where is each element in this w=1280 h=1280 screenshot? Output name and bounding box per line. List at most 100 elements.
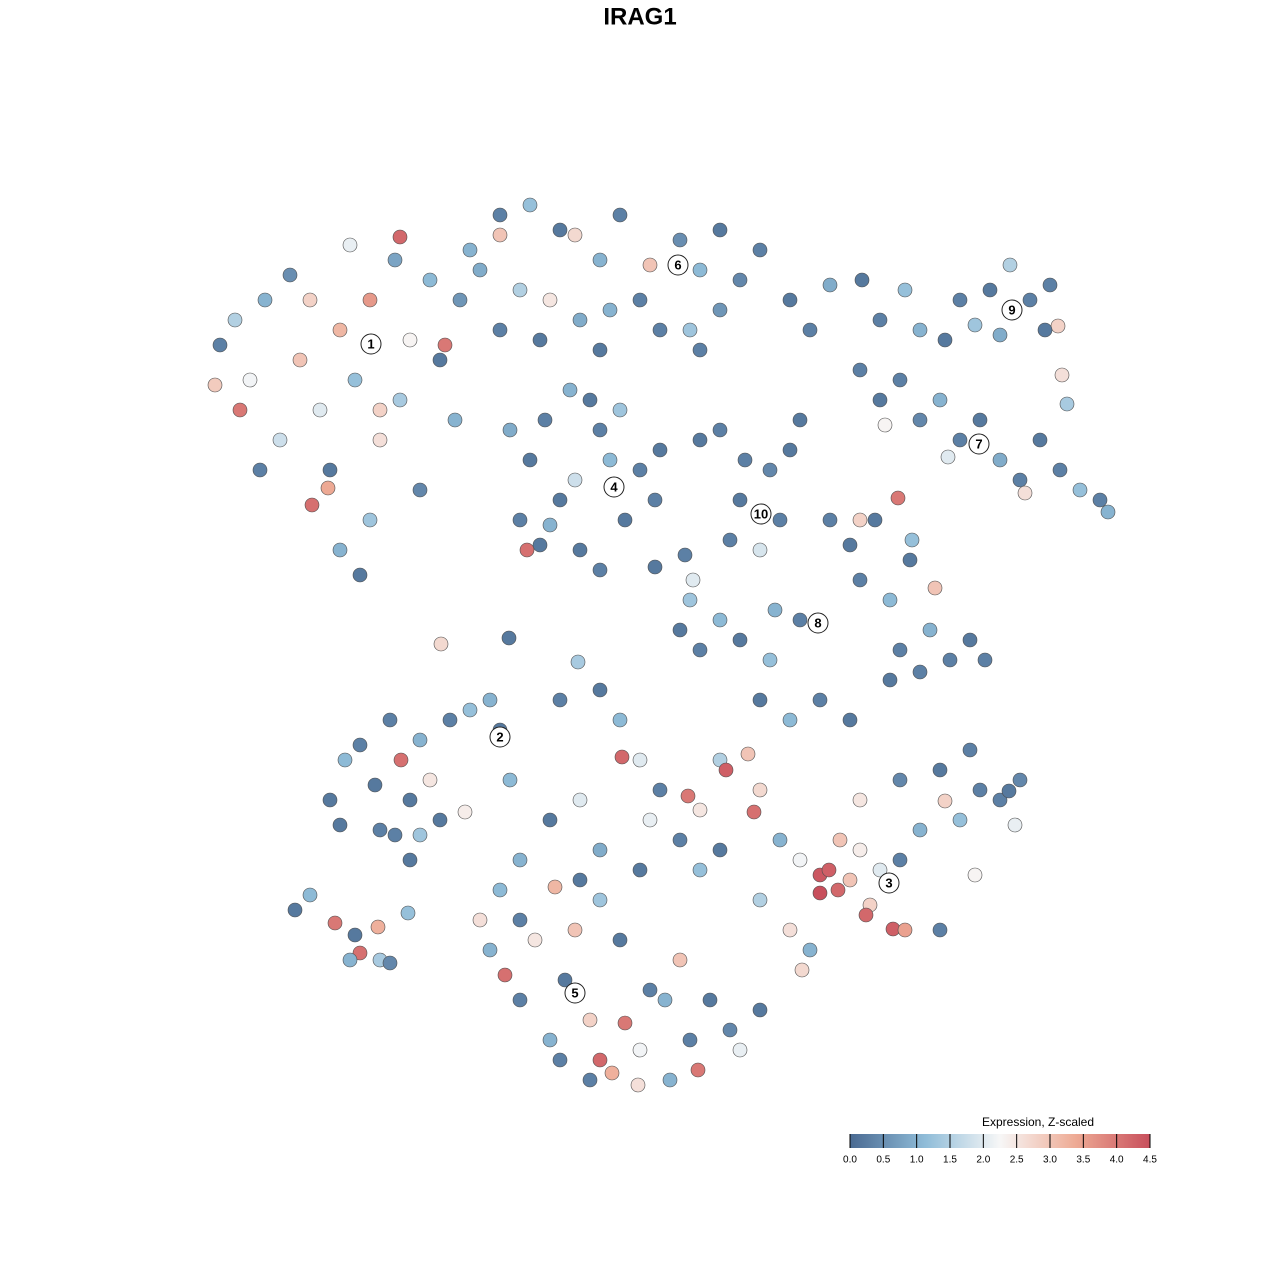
cluster-label: 4 bbox=[603, 476, 625, 498]
cluster-label-bg bbox=[489, 726, 511, 748]
cell-point bbox=[1032, 432, 1048, 448]
cell-point bbox=[492, 322, 508, 338]
cell-point bbox=[412, 482, 428, 498]
cell-point bbox=[867, 512, 883, 528]
cell-point bbox=[762, 462, 778, 478]
cluster-label-text: 4 bbox=[610, 479, 618, 494]
cell-point bbox=[892, 642, 908, 658]
cell-point bbox=[292, 352, 308, 368]
cell-point bbox=[792, 612, 808, 628]
cluster-label-bg bbox=[603, 476, 625, 498]
cell-point bbox=[830, 882, 846, 898]
cluster-label-text: 10 bbox=[754, 506, 768, 521]
cell-point bbox=[1007, 817, 1023, 833]
colorbar-tick-label: 3.5 bbox=[1076, 1155, 1090, 1166]
cluster-label-bg bbox=[878, 872, 900, 894]
cell-point bbox=[690, 1062, 706, 1078]
cell-point bbox=[992, 452, 1008, 468]
cluster-label-text: 5 bbox=[571, 985, 578, 1000]
cell-point bbox=[752, 692, 768, 708]
cell-point bbox=[362, 292, 378, 308]
cell-point bbox=[812, 692, 828, 708]
cell-point bbox=[552, 692, 568, 708]
cell-point bbox=[802, 942, 818, 958]
cell-point bbox=[858, 907, 874, 923]
cell-point bbox=[1054, 367, 1070, 383]
cell-point bbox=[347, 372, 363, 388]
cluster-label: 6 bbox=[667, 254, 689, 276]
cell-point bbox=[772, 512, 788, 528]
cell-point bbox=[602, 452, 618, 468]
cell-point bbox=[897, 282, 913, 298]
cell-point bbox=[952, 812, 968, 828]
cell-point bbox=[612, 712, 628, 728]
cell-point bbox=[632, 1042, 648, 1058]
colorbar-tick-label: 2.0 bbox=[976, 1155, 990, 1166]
cell-point bbox=[677, 547, 693, 563]
cell-point bbox=[1052, 462, 1068, 478]
cell-point bbox=[367, 777, 383, 793]
cluster-label-text: 7 bbox=[975, 436, 982, 451]
cell-point bbox=[227, 312, 243, 328]
cell-point bbox=[617, 512, 633, 528]
cell-point bbox=[927, 580, 943, 596]
cell-point bbox=[662, 1072, 678, 1088]
colorbar-tick-label: 1.5 bbox=[943, 1155, 957, 1166]
cell-point bbox=[212, 337, 228, 353]
cluster-label: 1 bbox=[360, 333, 382, 355]
cell-point bbox=[852, 512, 868, 528]
cell-point bbox=[632, 862, 648, 878]
cell-point bbox=[572, 542, 588, 558]
cluster-label: 9 bbox=[1001, 299, 1023, 321]
cell-point bbox=[412, 827, 428, 843]
cell-point bbox=[632, 462, 648, 478]
cell-point bbox=[442, 712, 458, 728]
cell-point bbox=[570, 654, 586, 670]
cell-point bbox=[497, 967, 513, 983]
cell-point bbox=[942, 652, 958, 668]
cell-point bbox=[567, 227, 583, 243]
cell-point bbox=[642, 257, 658, 273]
cell-point bbox=[372, 822, 388, 838]
cell-point bbox=[767, 602, 783, 618]
cell-point bbox=[582, 1012, 598, 1028]
colorbar-title: Expression, Z-scaled bbox=[982, 1115, 1094, 1129]
cell-point bbox=[432, 352, 448, 368]
cell-point bbox=[922, 622, 938, 638]
cell-point bbox=[782, 712, 798, 728]
cell-point bbox=[207, 377, 223, 393]
cell-point bbox=[604, 1065, 620, 1081]
cell-point bbox=[737, 452, 753, 468]
cell-point bbox=[302, 887, 318, 903]
cell-point bbox=[732, 632, 748, 648]
cluster-label: 8 bbox=[807, 612, 829, 634]
cell-point bbox=[722, 1022, 738, 1038]
cell-point bbox=[902, 552, 918, 568]
cell-point bbox=[532, 332, 548, 348]
cell-point bbox=[782, 292, 798, 308]
cell-point bbox=[304, 497, 320, 513]
cluster-label-text: 3 bbox=[885, 875, 892, 890]
cell-point bbox=[312, 402, 328, 418]
cell-point bbox=[712, 612, 728, 628]
cell-point bbox=[542, 517, 558, 533]
cell-point bbox=[287, 902, 303, 918]
cell-point bbox=[854, 272, 870, 288]
cell-point bbox=[882, 592, 898, 608]
cell-point bbox=[692, 802, 708, 818]
cell-point bbox=[912, 822, 928, 838]
cell-point bbox=[642, 812, 658, 828]
cell-point bbox=[937, 332, 953, 348]
cell-point bbox=[322, 462, 338, 478]
cell-point bbox=[447, 412, 463, 428]
colorbar-tick-label: 0.5 bbox=[876, 1155, 890, 1166]
cell-point bbox=[992, 327, 1008, 343]
cell-point bbox=[322, 792, 338, 808]
cell-point bbox=[1017, 485, 1033, 501]
cell-point bbox=[782, 922, 798, 938]
cell-point bbox=[482, 942, 498, 958]
cell-point bbox=[1092, 492, 1108, 508]
cell-point bbox=[592, 842, 608, 858]
cell-point bbox=[792, 852, 808, 868]
colorbar-tick-label: 3.0 bbox=[1043, 1155, 1057, 1166]
